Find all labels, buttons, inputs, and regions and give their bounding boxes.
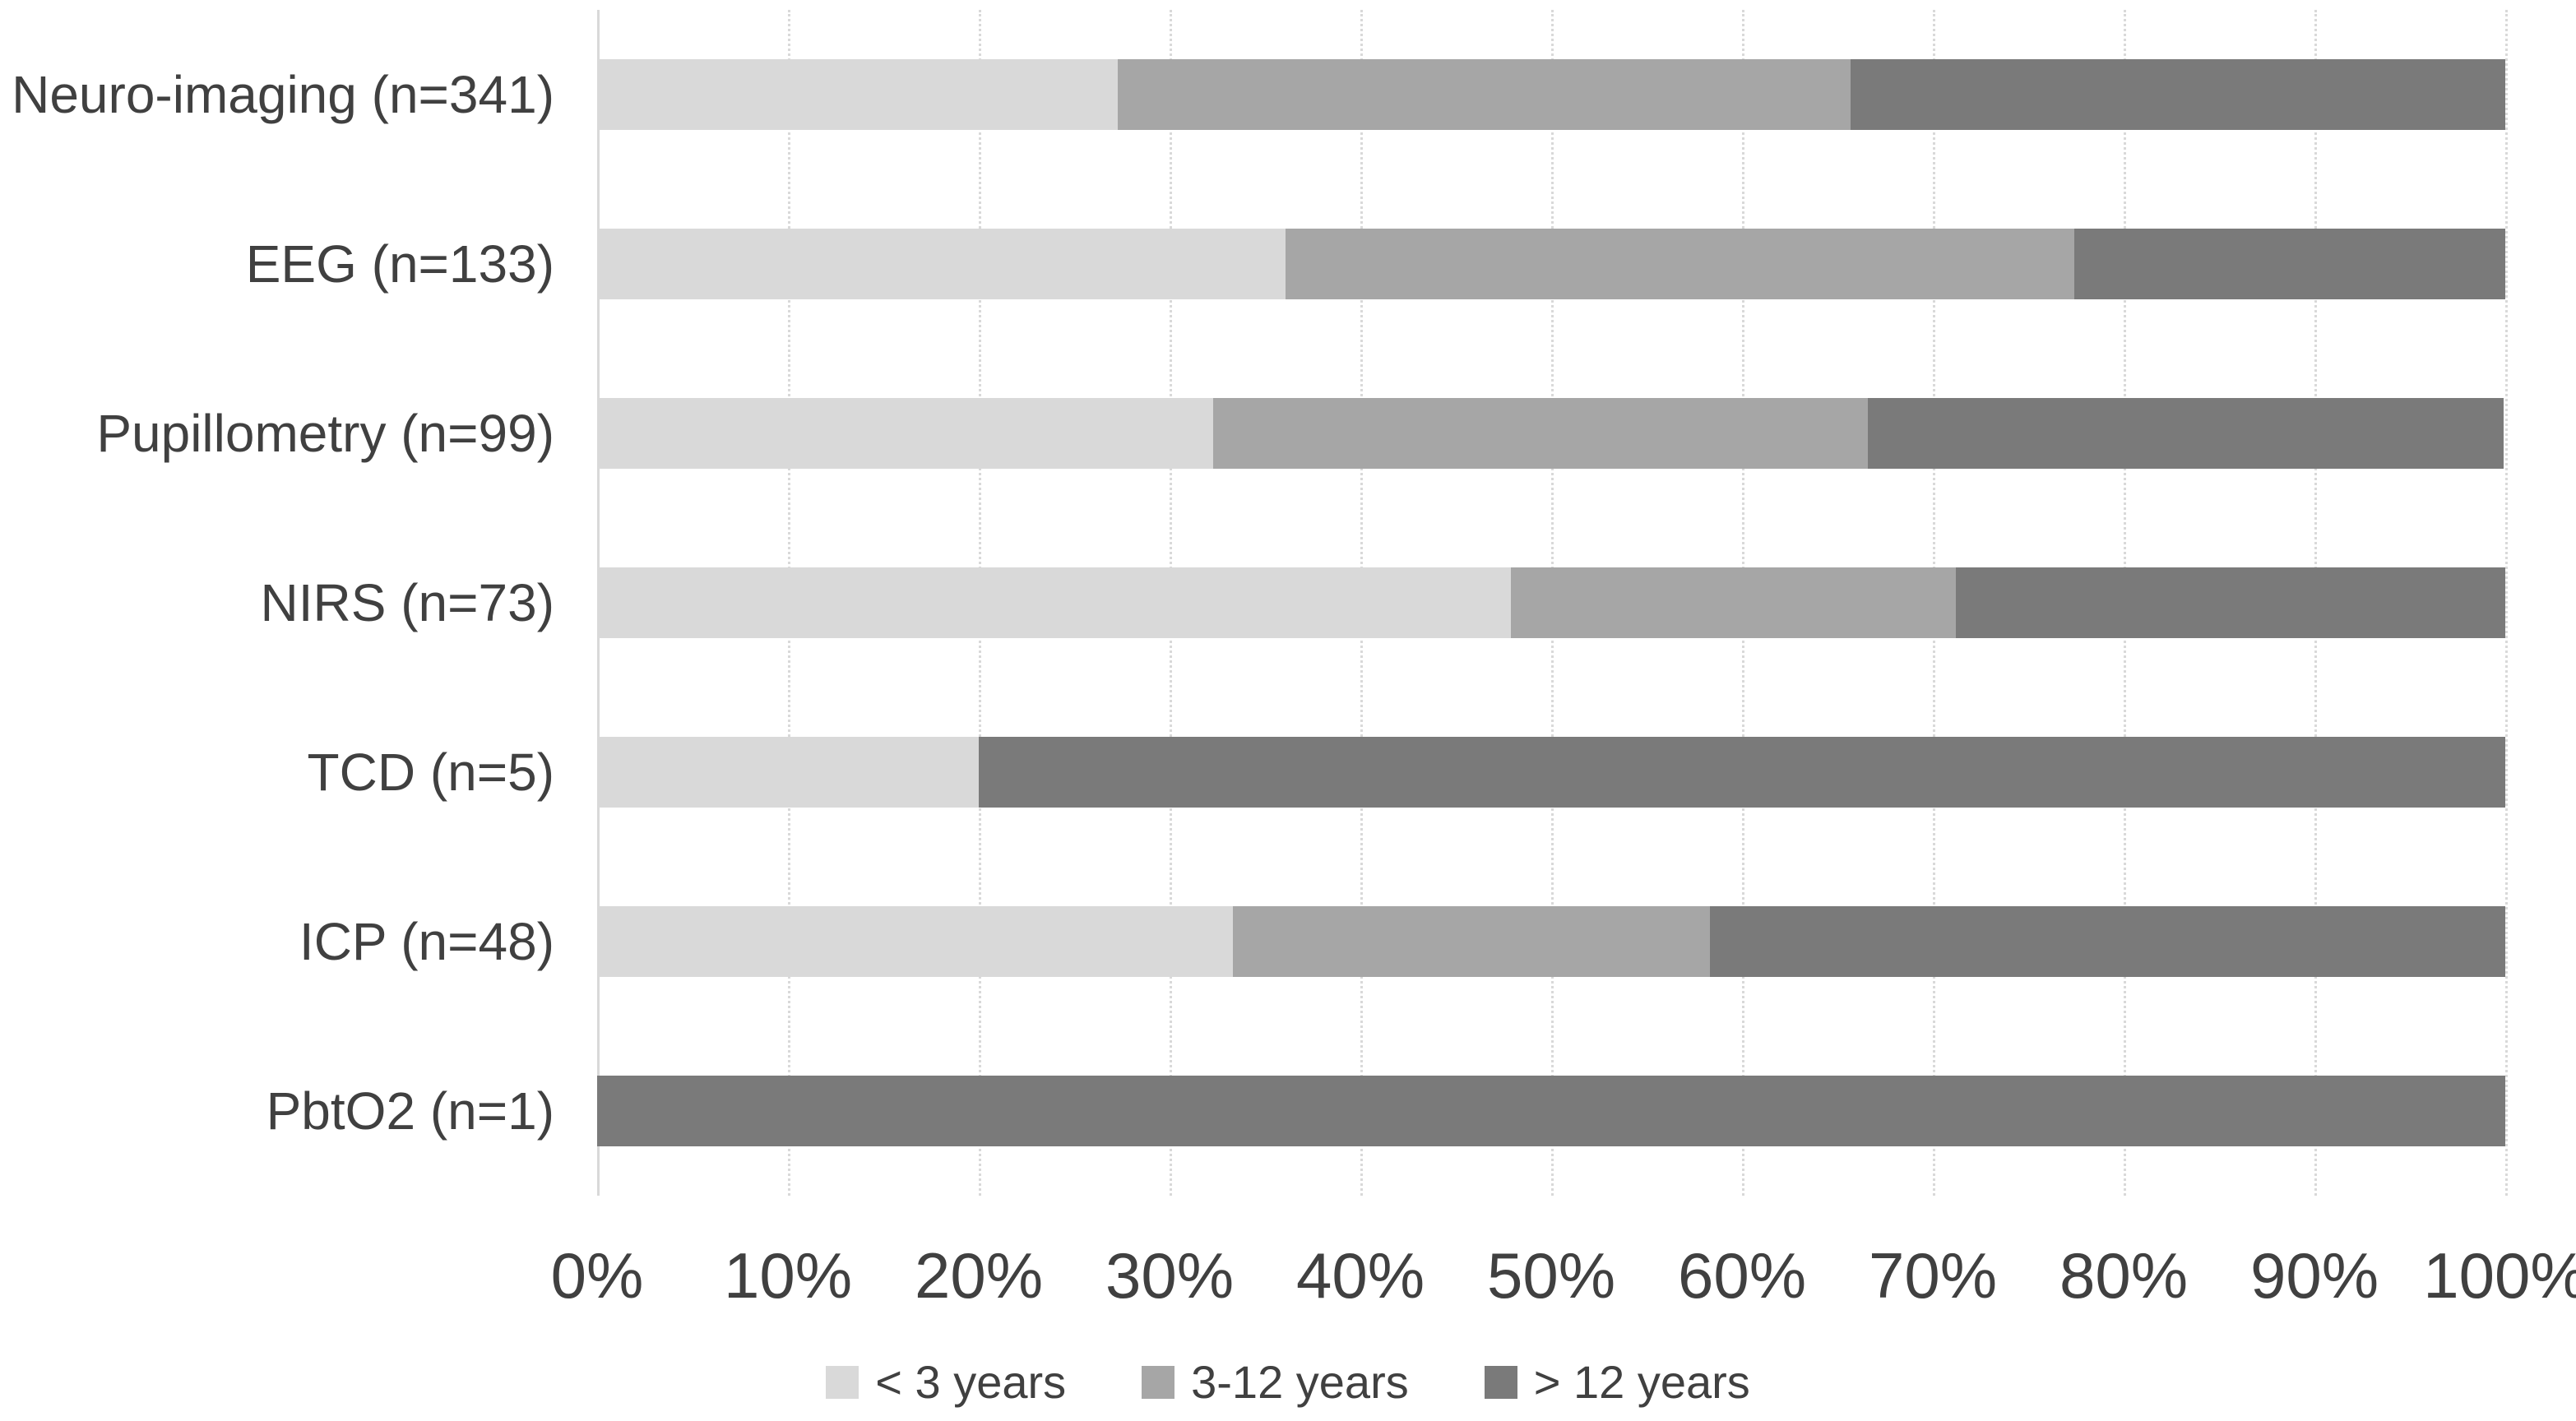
bar-segment bbox=[1232, 906, 1710, 977]
category-label-cell: EEG (n=133) bbox=[0, 179, 576, 349]
category-labels: Neuro-imaging (n=341) EEG (n=133) Pupillom… bbox=[0, 10, 576, 1196]
x-tick-label: 100% bbox=[2423, 1239, 2576, 1312]
legend-label: > 12 years bbox=[1533, 1356, 1750, 1408]
category-label: Pupillometry (n=99) bbox=[96, 404, 554, 463]
bar-segment bbox=[597, 906, 1233, 977]
category-label-cell: Neuro-imaging (n=341) bbox=[0, 10, 576, 179]
bar-segment bbox=[2074, 229, 2505, 299]
bar-row bbox=[597, 229, 2505, 299]
x-tick-label: 90% bbox=[2249, 1239, 2379, 1312]
category-label: EEG (n=133) bbox=[245, 234, 554, 294]
bar-row bbox=[597, 398, 2505, 469]
category-label-cell: Pupillometry (n=99) bbox=[0, 349, 576, 518]
legend-swatch-icon bbox=[1484, 1365, 1517, 1399]
bar-segment bbox=[597, 737, 979, 808]
legend-swatch-icon bbox=[1142, 1365, 1175, 1399]
legend-item: > 12 years bbox=[1484, 1355, 1750, 1409]
bar-segment bbox=[597, 398, 1214, 469]
x-axis-labels: 0% 10% 20% 30% 40% 50% 60% 70% 80% 90% 100% bbox=[551, 1239, 2576, 1326]
x-tick-label: 40% bbox=[1295, 1239, 1425, 1312]
bar-row bbox=[597, 906, 2505, 977]
bar-segment bbox=[1868, 398, 2504, 469]
bar-segment bbox=[597, 59, 1119, 130]
category-label: TCD (n=5) bbox=[307, 743, 555, 802]
x-tick-label: 0% bbox=[550, 1239, 644, 1312]
legend-item: 3-12 years bbox=[1142, 1355, 1409, 1409]
category-label: NIRS (n=73) bbox=[260, 573, 554, 632]
legend-swatch-icon bbox=[826, 1365, 859, 1399]
category-label: Neuro-imaging (n=341) bbox=[12, 65, 554, 124]
bar-row bbox=[597, 1076, 2505, 1146]
bar-segment bbox=[1118, 59, 1851, 130]
category-label: ICP (n=48) bbox=[299, 912, 554, 971]
category-label-cell: NIRS (n=73) bbox=[0, 518, 576, 687]
x-tick-label: 80% bbox=[2059, 1239, 2189, 1312]
bar-segment bbox=[597, 1076, 2505, 1146]
bar-segment bbox=[597, 229, 1286, 299]
bar-segment bbox=[979, 737, 2505, 808]
bar-segment bbox=[1851, 59, 2505, 130]
bar-segment bbox=[597, 567, 1512, 638]
gridline bbox=[2505, 10, 2508, 1196]
bar-segment bbox=[1709, 906, 2505, 977]
legend-item: < 3 years bbox=[826, 1355, 1066, 1409]
bar-segment bbox=[1213, 398, 1869, 469]
bar-segment bbox=[1285, 229, 2075, 299]
category-label-cell: TCD (n=5) bbox=[0, 687, 576, 857]
legend: < 3 years 3-12 years > 12 years bbox=[0, 1355, 2576, 1409]
x-tick-label: 50% bbox=[1486, 1239, 1616, 1312]
bar-row bbox=[597, 737, 2505, 808]
category-label-cell: PbtO2 (n=1) bbox=[0, 1026, 576, 1196]
x-tick-label: 20% bbox=[914, 1239, 1044, 1312]
bar-row bbox=[597, 59, 2505, 130]
category-label-cell: ICP (n=48) bbox=[0, 857, 576, 1026]
x-tick-label: 10% bbox=[723, 1239, 853, 1312]
legend-label: 3-12 years bbox=[1191, 1356, 1409, 1408]
plot-area bbox=[597, 10, 2508, 1196]
x-tick-label: 30% bbox=[1105, 1239, 1235, 1312]
x-tick-label: 70% bbox=[1868, 1239, 1998, 1312]
bar-segment bbox=[1511, 567, 1956, 638]
legend-label: < 3 years bbox=[875, 1356, 1067, 1408]
bar-row bbox=[597, 567, 2505, 638]
bar-segment bbox=[1955, 567, 2505, 638]
x-tick-label: 60% bbox=[1677, 1239, 1807, 1312]
category-label: PbtO2 (n=1) bbox=[266, 1081, 554, 1141]
